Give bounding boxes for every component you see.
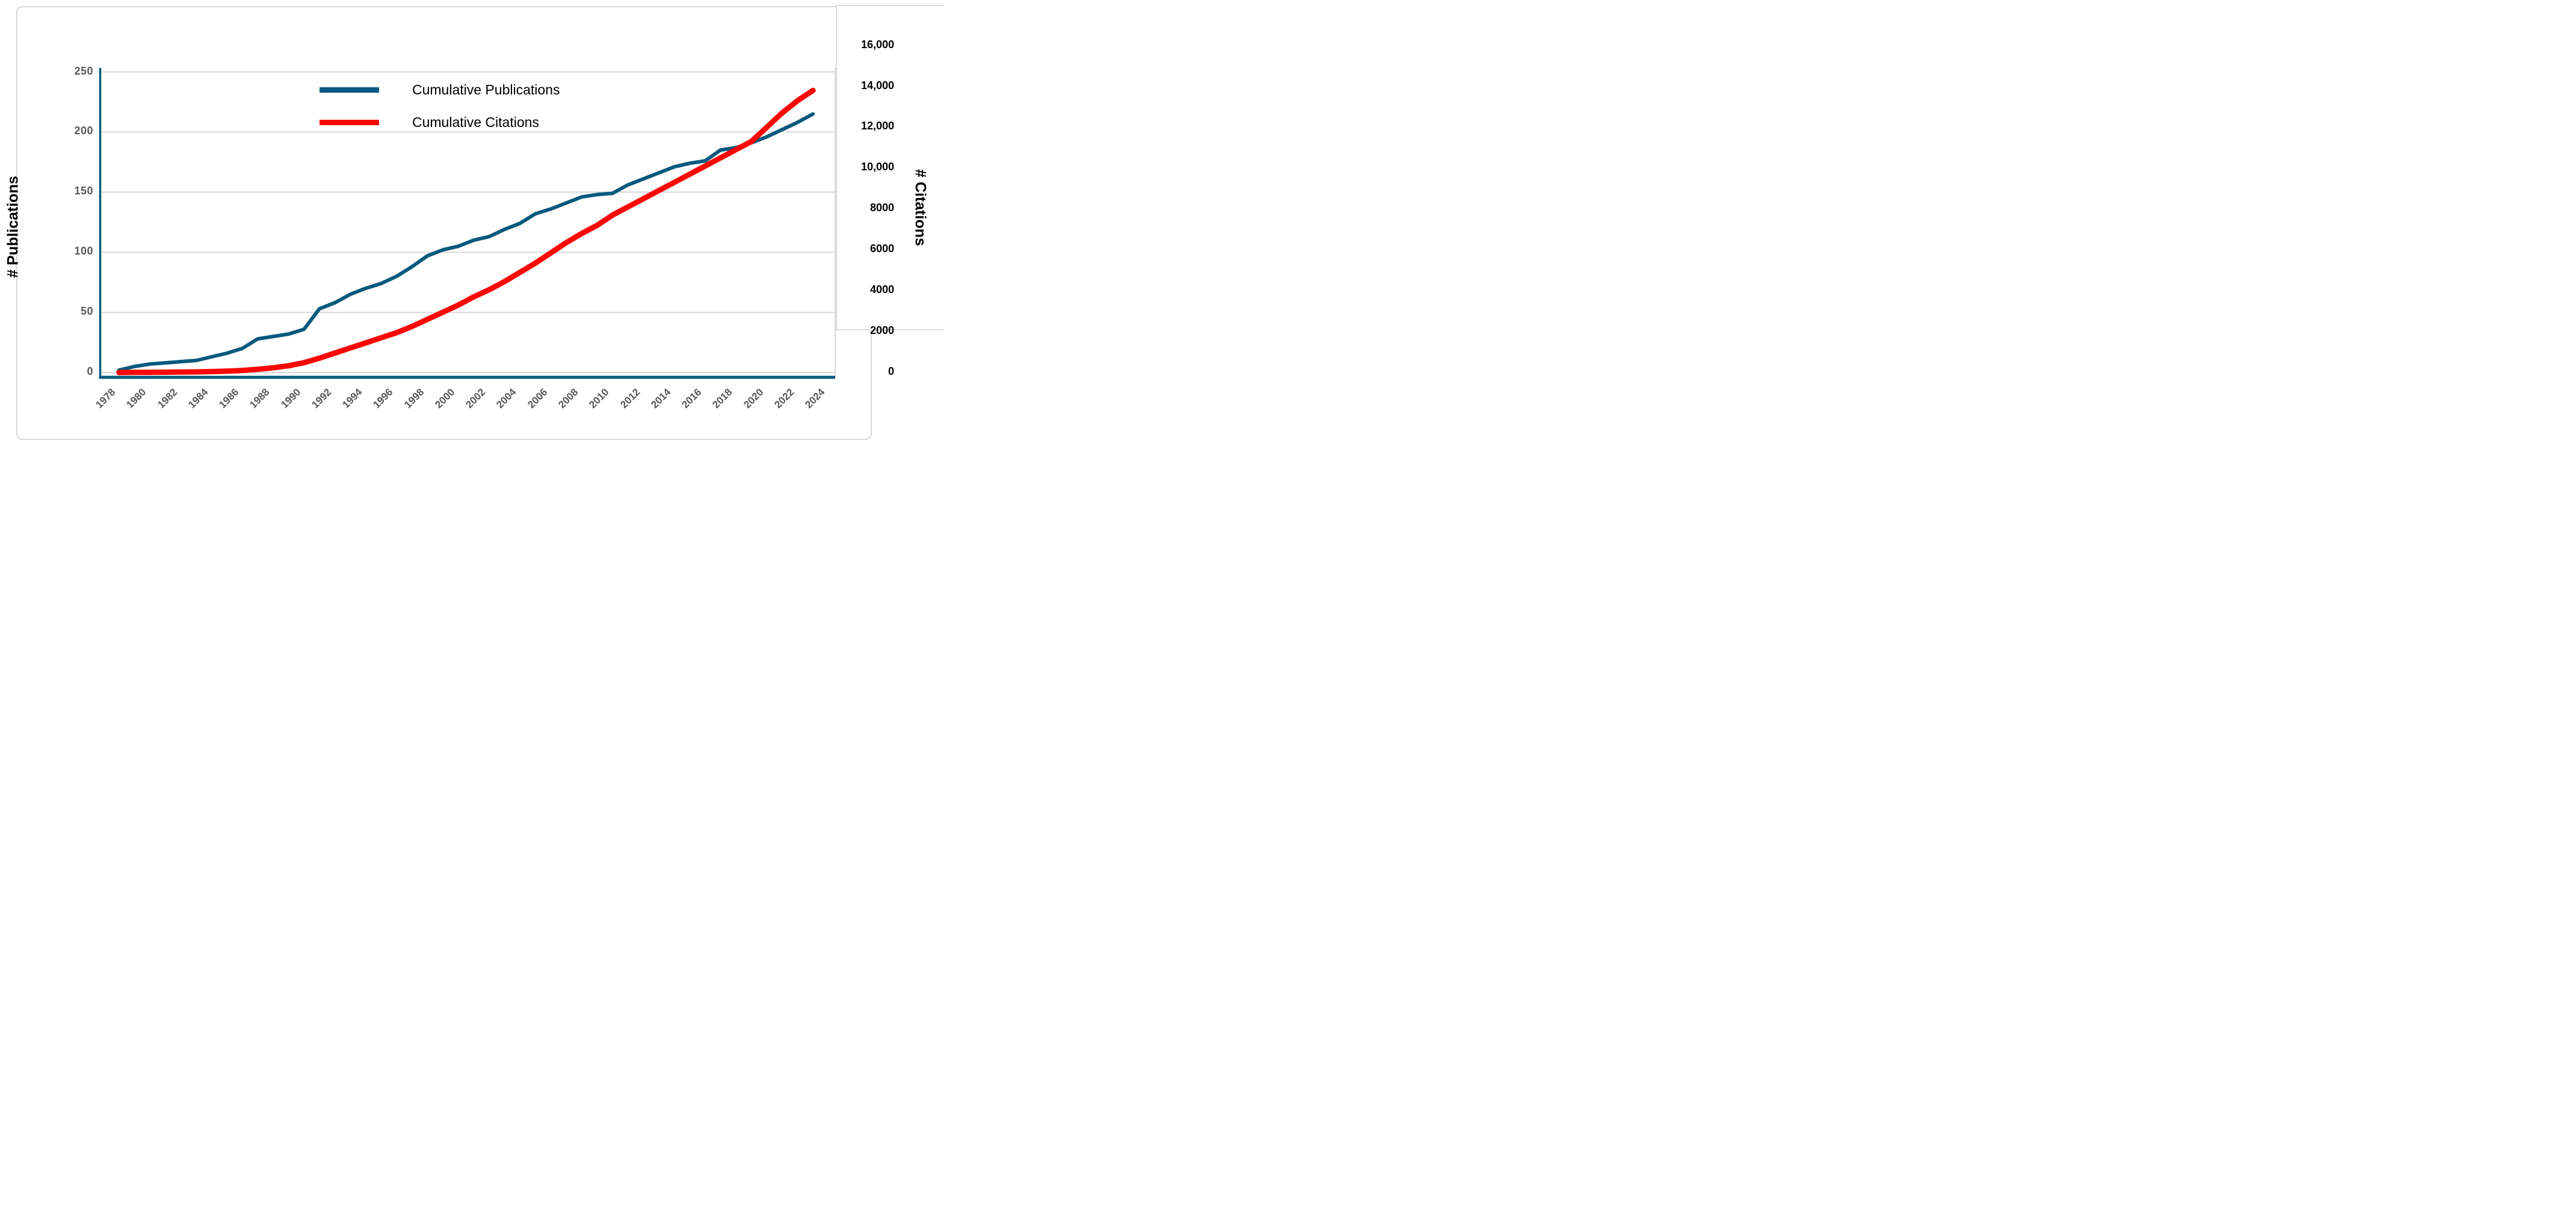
left-axis-tick-label: 50 <box>80 305 93 318</box>
right-axis-tick-label: 6000 <box>869 243 894 255</box>
right-axis-tick-label: 8000 <box>869 202 894 214</box>
legend-swatch-citations <box>320 120 379 125</box>
series-line-publications <box>117 112 815 372</box>
right-axis-tick-label: 4000 <box>869 283 894 296</box>
right-axis-tick-label: 2000 <box>869 324 894 337</box>
left-axis-tick-label: 200 <box>74 125 93 137</box>
legend-label-publications: Cumulative Publications <box>412 82 560 97</box>
legend-swatch-publications <box>320 87 379 93</box>
right-axis-tick-label: 14,000 <box>860 79 894 91</box>
chart-figure: Cumulative Publications Cumulative Citat… <box>0 0 944 451</box>
right-axis-tick-label: 0 <box>888 365 894 377</box>
right-axis-overlay-box <box>836 5 944 330</box>
left-axis-tick-label: 150 <box>74 185 93 197</box>
left-axis-tick-label: 100 <box>74 245 93 258</box>
plot-area <box>99 68 836 379</box>
right-axis-tick-label: 10,000 <box>860 161 894 173</box>
right-axis-tick-label: 16,000 <box>860 38 894 51</box>
chart-panel <box>16 6 872 440</box>
right-axis-title: # Citations <box>912 169 929 246</box>
series-line-citations <box>116 87 816 375</box>
right-axis-tick-label: 12,000 <box>860 120 894 132</box>
legend-label-citations: Cumulative Citations <box>412 114 539 130</box>
left-axis-tick-label: 250 <box>74 64 93 77</box>
left-axis-tick-label: 0 <box>87 365 93 377</box>
